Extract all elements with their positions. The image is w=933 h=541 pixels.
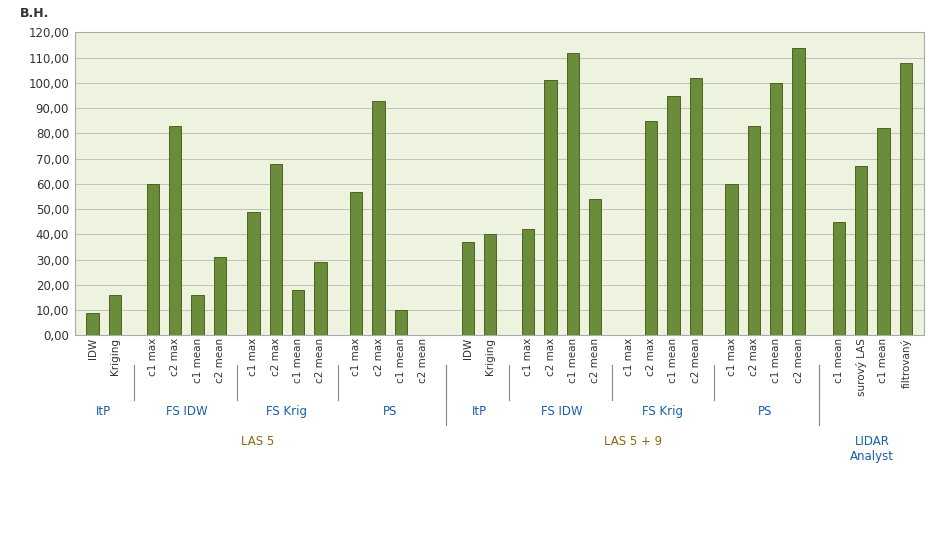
Bar (899, 63, 912, 335)
Bar (667, 96, 679, 335)
Text: B.H.: B.H. (20, 8, 49, 21)
Bar (372, 101, 384, 335)
Bar (214, 257, 226, 335)
Text: PS: PS (758, 405, 773, 418)
Text: PS: PS (383, 405, 397, 418)
Bar (689, 78, 702, 335)
Bar (747, 126, 760, 335)
Bar (109, 295, 121, 335)
Text: LAS 5 + 9: LAS 5 + 9 (605, 436, 662, 448)
Text: ItP: ItP (471, 405, 487, 418)
Bar (484, 234, 496, 335)
Bar (314, 262, 327, 335)
Bar (270, 164, 282, 335)
Bar (462, 242, 474, 335)
Text: FS IDW: FS IDW (165, 405, 207, 418)
Bar (855, 166, 868, 335)
Bar (725, 184, 738, 335)
Bar (522, 229, 535, 335)
Text: FS Krig: FS Krig (267, 405, 307, 418)
Bar (645, 121, 657, 335)
Bar (792, 48, 804, 335)
Bar (770, 83, 783, 335)
Bar (589, 199, 602, 335)
Text: ItP: ItP (96, 405, 111, 418)
Bar (247, 212, 259, 335)
Bar (395, 310, 407, 335)
Bar (87, 313, 99, 335)
Bar (292, 290, 304, 335)
Bar (146, 184, 159, 335)
Bar (877, 128, 889, 335)
Bar (544, 81, 557, 335)
Text: LAS 5: LAS 5 (242, 436, 274, 448)
Bar (350, 192, 362, 335)
Bar (191, 295, 203, 335)
Bar (169, 126, 181, 335)
Text: LIDAR
Analyst: LIDAR Analyst (850, 436, 895, 464)
Text: FS Krig: FS Krig (642, 405, 683, 418)
Text: FS IDW: FS IDW (541, 405, 582, 418)
Bar (566, 52, 579, 335)
Bar (832, 222, 845, 335)
